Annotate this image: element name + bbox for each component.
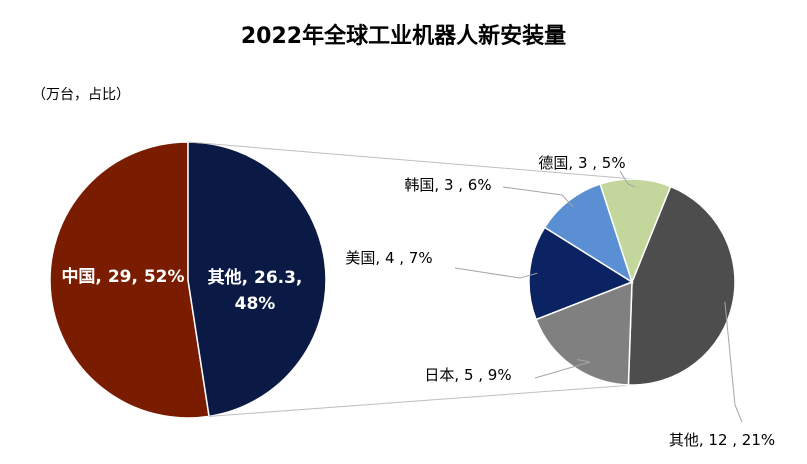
pie-slice-japan — [535, 280, 633, 386]
pie-slice-germany — [599, 178, 672, 285]
connector-line-top — [187, 141, 635, 180]
leader-line-usa — [454, 267, 538, 279]
pie-slice-usa — [528, 226, 634, 321]
data-label-usa: 美国, 4 , 7% — [345, 249, 432, 267]
leader-line-korea — [502, 186, 574, 208]
data-label-china: 中国, 29, 52% — [61, 266, 184, 287]
data-label-japan: 日本, 5 , 9% — [424, 366, 511, 384]
chart-title: 2022年全球工业机器人新安装量 — [240, 24, 567, 49]
pie-slice-other-secondary — [627, 185, 736, 386]
unit-note: （万台，占比） — [32, 87, 130, 103]
pie-slice-china — [49, 141, 210, 419]
data-label-other: 其他, 26.3, 48% — [208, 267, 303, 314]
connector-line-bottom — [209, 384, 635, 417]
data-label-korea: 韩国, 3 , 6% — [404, 176, 491, 194]
leader-line-japan — [534, 359, 591, 379]
pie-slice-other — [187, 141, 327, 418]
leader-line-germany — [619, 170, 636, 188]
data-label-germany: 德国, 3 , 5% — [538, 154, 625, 172]
leader-line-other — [724, 301, 743, 423]
pie-slice-korea — [543, 183, 634, 284]
data-label-other-secondary: 其他, 12 , 21% — [669, 431, 775, 449]
